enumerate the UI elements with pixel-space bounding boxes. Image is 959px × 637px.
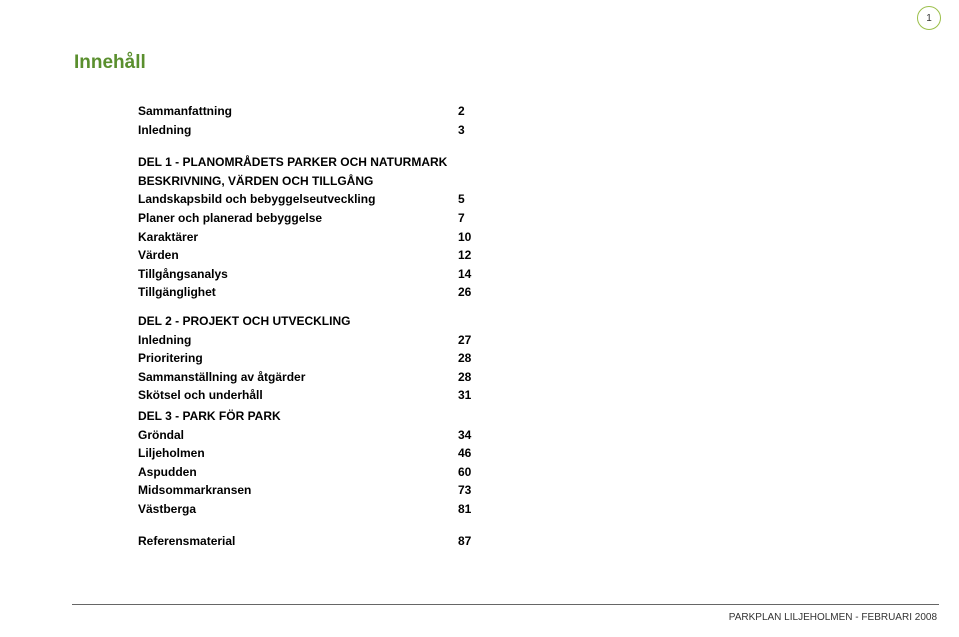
- toc-row: Aspudden 60: [74, 463, 614, 482]
- section-subheading: BESKRIVNING, VÄRDEN OCH TILLGÅNG: [74, 172, 614, 191]
- section-heading: DEL 1 - PLANOMRÅDETS PARKER OCH NATURMAR…: [74, 153, 614, 172]
- footer-text: PARKPLAN LILJEHOLMEN - FEBRUARI 2008: [729, 612, 937, 623]
- toc-row: Karaktärer 10: [74, 228, 614, 247]
- toc-label: Sammanfattning: [138, 102, 458, 121]
- toc-row: Midsommarkransen 73: [74, 481, 614, 500]
- toc-page: 3: [458, 121, 498, 140]
- page-number: 1: [926, 13, 932, 24]
- toc-row: Landskapsbild och bebyggelseutveckling 5: [74, 190, 614, 209]
- toc-page: 28: [458, 368, 498, 387]
- toc-page: 5: [458, 190, 498, 209]
- toc-row: Sammanfattning 2: [74, 102, 614, 121]
- toc-label: Värden: [138, 246, 458, 265]
- toc-page: 26: [458, 283, 498, 302]
- toc-label: Inledning: [138, 331, 458, 350]
- section-heading: DEL 3 - PARK FÖR PARK: [74, 407, 614, 426]
- page-title: Innehåll: [74, 52, 614, 74]
- toc-page: 73: [458, 481, 498, 500]
- toc-page: 34: [458, 426, 498, 445]
- toc-label: Tillgänglighet: [138, 283, 458, 302]
- toc-label: Inledning: [138, 121, 458, 140]
- toc-page: 46: [458, 444, 498, 463]
- toc-page: 60: [458, 463, 498, 482]
- toc-content: Innehåll Sammanfattning 2 Inledning 3 DE…: [74, 52, 614, 551]
- footer-rule: [72, 604, 939, 605]
- toc-label: Tillgångsanalys: [138, 265, 458, 284]
- toc-label: Planer och planerad bebyggelse: [138, 209, 458, 228]
- toc-label: Referensmaterial: [138, 532, 458, 551]
- toc-page: 2: [458, 102, 498, 121]
- toc-page: 10: [458, 228, 498, 247]
- toc-page: 27: [458, 331, 498, 350]
- toc-page: 12: [458, 246, 498, 265]
- toc-page: 14: [458, 265, 498, 284]
- toc-row: Inledning 3: [74, 121, 614, 140]
- toc-label: Prioritering: [138, 349, 458, 368]
- toc-row: Tillgänglighet 26: [74, 283, 614, 302]
- toc-label: Skötsel och underhåll: [138, 386, 458, 405]
- toc-row: Prioritering 28: [74, 349, 614, 368]
- toc-row: Västberga 81: [74, 500, 614, 519]
- toc-label: Midsommarkransen: [138, 481, 458, 500]
- toc-page: 81: [458, 500, 498, 519]
- toc-label: Västberga: [138, 500, 458, 519]
- toc-page: 31: [458, 386, 498, 405]
- toc-row: Referensmaterial 87: [74, 532, 614, 551]
- toc-page: 7: [458, 209, 498, 228]
- toc-page: 87: [458, 532, 498, 551]
- toc-label: Landskapsbild och bebyggelseutveckling: [138, 190, 458, 209]
- section-heading: DEL 2 - PROJEKT OCH UTVECKLING: [74, 312, 614, 331]
- toc-row: Värden 12: [74, 246, 614, 265]
- toc-label: Liljeholmen: [138, 444, 458, 463]
- page-number-badge: 1: [917, 6, 941, 30]
- toc-label: Gröndal: [138, 426, 458, 445]
- toc-row: Inledning 27: [74, 331, 614, 350]
- toc-row: Gröndal 34: [74, 426, 614, 445]
- toc-row: Tillgångsanalys 14: [74, 265, 614, 284]
- toc-row: Liljeholmen 46: [74, 444, 614, 463]
- toc-row: Skötsel och underhåll 31: [74, 386, 614, 405]
- toc-label: Sammanställning av åtgärder: [138, 368, 458, 387]
- toc-row: Sammanställning av åtgärder 28: [74, 368, 614, 387]
- toc-page: 28: [458, 349, 498, 368]
- toc-row: Planer och planerad bebyggelse 7: [74, 209, 614, 228]
- toc-label: Aspudden: [138, 463, 458, 482]
- toc-label: Karaktärer: [138, 228, 458, 247]
